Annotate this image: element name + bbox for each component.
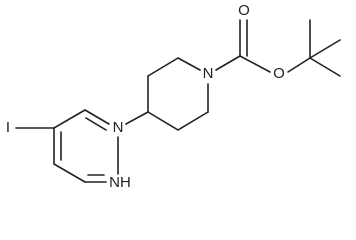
bond <box>287 57 311 73</box>
bond <box>147 57 179 77</box>
bond <box>147 111 179 131</box>
atom-label: N <box>113 119 124 136</box>
atom-label: N <box>203 65 214 82</box>
page: I N NH N O O (() => { const data = JSON.… <box>5 1 341 191</box>
bond <box>215 55 241 71</box>
bonds <box>15 19 341 183</box>
structure-diagram: I N NH N O O <box>6 2 341 191</box>
bond <box>177 57 201 71</box>
bond <box>177 111 209 131</box>
bond <box>53 109 86 129</box>
bond <box>84 109 110 125</box>
atom-label: I <box>6 119 10 136</box>
bond <box>125 111 149 125</box>
bond <box>53 163 86 183</box>
atom-label: O <box>273 65 285 82</box>
bond <box>239 55 271 73</box>
bond <box>309 39 341 59</box>
atom-label: NH <box>109 174 131 191</box>
atom-labels: I N NH N O O <box>6 2 285 191</box>
bond <box>85 117 107 131</box>
bond <box>309 57 341 77</box>
atom-label: O <box>238 2 250 19</box>
